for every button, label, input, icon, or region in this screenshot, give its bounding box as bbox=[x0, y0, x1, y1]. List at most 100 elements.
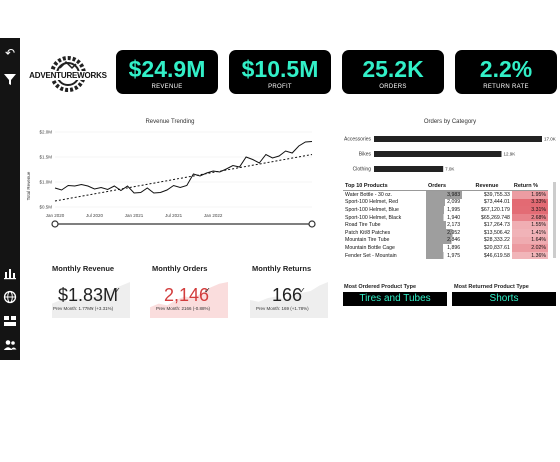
return-cell: 1.64% bbox=[511, 236, 548, 245]
kpi-revenue: $24.9M REVENUE bbox=[116, 50, 218, 94]
return-cell: 1.95% bbox=[511, 190, 548, 199]
product-cell: Sport-100 Helmet, Blue bbox=[345, 206, 399, 213]
product-cell: Sport-100 Helmet, Black bbox=[345, 214, 402, 221]
kpi-return-rate: 2.2% RETURN RATE bbox=[455, 50, 557, 94]
brand-logo: ADVENTUREWORKS bbox=[28, 52, 108, 102]
most-returned-value: Shorts bbox=[452, 292, 556, 306]
orders-cell: 1,995 bbox=[425, 206, 463, 214]
bar-value-label: 12.9K bbox=[503, 152, 515, 157]
monthly-revenue-delta: Prev Month: 1.77M¥ (+3.31%) bbox=[53, 306, 114, 311]
table-row[interactable]: Fender Set - Mountain 1,975 $46,619.58 1.36… bbox=[343, 251, 548, 260]
return-cell: 1.41% bbox=[511, 228, 548, 237]
most-ordered-value: Tires and Tubes bbox=[343, 292, 447, 306]
monthly-revenue-title: Monthly Revenue bbox=[52, 264, 115, 273]
orders-cell: 2,952 bbox=[425, 228, 463, 237]
x-tick-label: Jan 2020 bbox=[46, 213, 65, 218]
revenue-cell: $73,444.01 bbox=[483, 199, 510, 206]
orders-cell: 3,983 bbox=[425, 190, 463, 199]
orders-cell: 1,896 bbox=[425, 244, 463, 252]
revenue-cell: $46,619.58 bbox=[483, 252, 510, 259]
orders-cell: 2,846 bbox=[425, 236, 463, 245]
column-header[interactable]: Revenue bbox=[462, 182, 512, 191]
kpi-value: 2.2% bbox=[479, 56, 533, 82]
x-tick-label: Jul 2021 bbox=[165, 213, 183, 218]
table-row[interactable]: Water Bottle - 30 oz. 3,983 $39,755.33 1.95… bbox=[343, 190, 548, 199]
monthly-returns-value: 166 bbox=[272, 285, 303, 305]
bar-value-label: 17.0K bbox=[544, 137, 556, 142]
left-nav: ↶ bbox=[0, 38, 20, 360]
revenue-cell: $28,333.22 bbox=[483, 237, 510, 244]
table-row[interactable]: Road Tire Tube 2,173 $17,264.73 1.55% bbox=[343, 221, 548, 229]
category-bar[interactable] bbox=[374, 166, 444, 172]
column-header[interactable]: Return % bbox=[511, 182, 548, 191]
brand-name: ADVENTUREWORKS bbox=[28, 71, 108, 80]
products-icon[interactable] bbox=[3, 314, 17, 328]
most-returned-label: Most Returned Product Type bbox=[454, 284, 529, 290]
back-arrow-icon[interactable]: ↶ bbox=[4, 46, 16, 60]
x-tick-label: Jan 2021 bbox=[125, 213, 144, 218]
orders-cell: 2,099 bbox=[425, 198, 463, 207]
monthly-orders-sparkline bbox=[150, 282, 228, 318]
category-label: Bikes bbox=[359, 152, 372, 158]
kpi-value: $10.5M bbox=[241, 56, 319, 82]
kpi-label: PROFIT bbox=[268, 84, 292, 90]
return-cell: 3.33% bbox=[511, 198, 548, 207]
sparkline-area bbox=[52, 282, 130, 318]
return-cell: 1.36% bbox=[511, 251, 548, 260]
revenue-cell: $20,837.61 bbox=[483, 244, 510, 251]
return-cell: 2.02% bbox=[511, 244, 548, 252]
revenue-cell: $65,269.748 bbox=[481, 214, 510, 221]
x-tick-label: Jan 2022 bbox=[204, 213, 223, 218]
check-icon: ✓ bbox=[299, 286, 306, 295]
date-slider-start-handle[interactable] bbox=[51, 220, 59, 228]
globe-icon[interactable] bbox=[3, 290, 17, 304]
y-tick-label: $2.0M bbox=[39, 130, 52, 135]
x-tick-label: Jul 2020 bbox=[86, 213, 104, 218]
monthly-returns-title: Monthly Returns bbox=[252, 264, 312, 273]
monthly-revenue-value: $1.83M bbox=[58, 285, 119, 305]
monthly-orders-title: Monthly Orders bbox=[152, 264, 208, 273]
table-row[interactable]: Mountain Bottle Cage 1,896 $20,837.61 2.02% bbox=[343, 244, 548, 252]
category-bar[interactable] bbox=[374, 136, 542, 142]
product-cell: Patch Kit/8 Patches bbox=[345, 229, 391, 236]
product-cell: Road Tire Tube bbox=[345, 222, 381, 229]
product-cell: Sport-100 Helmet, Red bbox=[345, 199, 399, 206]
category-bar[interactable] bbox=[374, 151, 502, 157]
top-products-table: Top 10 Products Orders Revenue Return % … bbox=[343, 182, 548, 260]
column-header[interactable]: Top 10 Products bbox=[343, 182, 426, 191]
column-header[interactable]: Orders bbox=[425, 182, 463, 191]
revenue-line bbox=[54, 141, 313, 194]
bar-chart-icon[interactable] bbox=[3, 266, 17, 280]
table-row[interactable]: Patch Kit/8 Patches 2,952 $13,506.42 1.41% bbox=[343, 228, 548, 237]
monthly-orders-value: 2,146 bbox=[164, 285, 210, 305]
customers-icon[interactable] bbox=[3, 338, 17, 352]
kpi-label: ORDERS bbox=[379, 84, 407, 90]
kpi-profit: $10.5M PROFIT bbox=[229, 50, 331, 94]
revenue-cell: $17,264.73 bbox=[483, 222, 510, 229]
revenue-cell: $39,755.33 bbox=[483, 191, 510, 198]
table-scrollbar[interactable] bbox=[553, 182, 556, 258]
y-tick-label: $1.0M bbox=[39, 180, 52, 185]
sparkline-area bbox=[150, 282, 228, 318]
orders-cell: 1,975 bbox=[425, 251, 463, 260]
return-cell: 3.31% bbox=[511, 206, 548, 214]
table-row[interactable]: Sport-100 Helmet, Blue 1,995 $67,120.179 3.… bbox=[343, 206, 548, 214]
orders-cell: 1,940 bbox=[425, 213, 463, 222]
orders-by-category-title: Orders by Category bbox=[423, 119, 477, 125]
trendline bbox=[54, 154, 313, 202]
revenue-trend-chart: Total Revenue $0.5M $1.0M $1.5M $2.0M Jan 2… bbox=[26, 130, 316, 228]
orders-cell: 2,173 bbox=[425, 221, 463, 229]
table-row[interactable]: Sport-100 Helmet, Red 2,099 $73,444.01 3.33… bbox=[343, 198, 548, 207]
most-ordered-label: Most Ordered Product Type bbox=[344, 284, 417, 290]
table-row[interactable]: Sport-100 Helmet, Black 1,940 $65,269.748 2… bbox=[343, 213, 548, 222]
y-axis-label: Total Revenue bbox=[26, 171, 31, 200]
y-tick-label: $0.5M bbox=[39, 205, 52, 210]
return-cell: 1.55% bbox=[511, 221, 548, 229]
monthly-revenue-sparkline bbox=[52, 282, 130, 318]
product-cell: Fender Set - Mountain bbox=[345, 252, 397, 259]
filter-icon[interactable] bbox=[3, 72, 17, 86]
table-row[interactable]: Mountain Tire Tube 2,846 $28,333.22 1.64% bbox=[343, 236, 548, 245]
revenue-trend-title: Revenue Trending bbox=[145, 119, 195, 125]
product-cell: Mountain Bottle Cage bbox=[345, 244, 395, 251]
date-slider-end-handle[interactable] bbox=[308, 220, 316, 228]
